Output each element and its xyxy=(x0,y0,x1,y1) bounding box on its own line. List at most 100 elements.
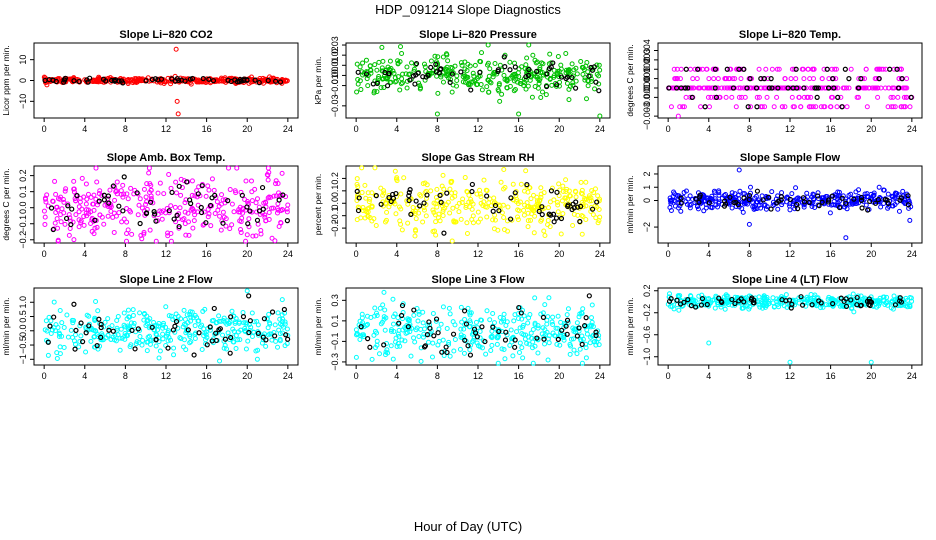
data-point xyxy=(589,302,595,308)
data-point xyxy=(416,334,422,340)
data-point xyxy=(137,333,143,339)
data-point xyxy=(762,104,768,110)
data-point xyxy=(554,199,560,205)
data-point xyxy=(124,238,130,244)
overlay-point xyxy=(191,352,197,358)
data-point xyxy=(378,185,384,191)
data-point xyxy=(828,104,834,110)
data-point xyxy=(470,213,476,219)
data-point xyxy=(875,85,881,91)
y-tick-label: 0 xyxy=(642,198,652,203)
data-point xyxy=(63,186,69,192)
data-point xyxy=(464,230,470,236)
overlay-point xyxy=(61,79,67,85)
overlay-point xyxy=(569,74,575,81)
data-point xyxy=(165,233,171,239)
data-point xyxy=(435,342,441,348)
overlay-point xyxy=(825,85,832,91)
data-point xyxy=(454,73,460,79)
data-point xyxy=(585,83,591,89)
x-tick-label: 16 xyxy=(202,371,212,381)
data-point xyxy=(57,344,63,350)
data-point xyxy=(354,61,360,67)
data-point xyxy=(418,85,424,91)
data-point xyxy=(403,71,409,77)
overlay-point xyxy=(373,193,379,199)
data-point xyxy=(381,188,387,194)
data-point xyxy=(440,213,446,219)
overlay-point xyxy=(106,200,112,206)
data-point xyxy=(564,80,570,86)
y-tick-label: 10 xyxy=(18,55,28,65)
data-point xyxy=(830,94,836,100)
data-point xyxy=(478,194,484,200)
overlay-point xyxy=(702,104,708,110)
data-point xyxy=(116,210,122,216)
outlier-point xyxy=(843,235,849,241)
y-tick-label: 1 xyxy=(642,185,652,190)
overlay-point xyxy=(424,192,430,198)
data-point xyxy=(168,230,174,236)
data-point xyxy=(239,210,245,216)
data-point xyxy=(53,210,59,216)
overlay-point xyxy=(578,203,584,210)
x-tick-label: 16 xyxy=(826,249,836,259)
data-point xyxy=(491,226,497,232)
x-tick-label: 8 xyxy=(435,124,440,134)
data-point xyxy=(409,60,415,66)
data-point xyxy=(450,319,456,325)
data-point xyxy=(404,78,410,84)
data-point xyxy=(78,333,84,339)
data-point xyxy=(168,238,174,244)
x-tick-label: 12 xyxy=(161,371,171,381)
overlay-point xyxy=(572,85,579,91)
data-point xyxy=(382,307,388,313)
data-point xyxy=(272,238,278,244)
overlay-point xyxy=(745,104,751,110)
overlay-point xyxy=(469,181,475,188)
overlay-point xyxy=(431,333,437,339)
data-points xyxy=(41,46,290,117)
data-point xyxy=(515,217,521,223)
data-point xyxy=(412,339,418,345)
overlay-point xyxy=(105,193,112,199)
overlay-point xyxy=(479,324,485,330)
overlay-point xyxy=(554,82,560,88)
y-tick-label: −0.2 xyxy=(330,219,340,237)
overlay-point xyxy=(469,188,475,195)
data-point xyxy=(113,189,119,195)
panel-title: Slope Li−820 Temp. xyxy=(739,29,841,41)
data-point xyxy=(555,209,561,215)
overlay-point xyxy=(417,203,423,209)
data-point xyxy=(273,338,279,344)
data-point xyxy=(220,197,226,203)
data-point xyxy=(57,196,63,202)
overlay-point xyxy=(548,64,554,70)
x-tick-label: 0 xyxy=(666,124,671,134)
data-point xyxy=(266,210,272,216)
data-point xyxy=(148,193,154,199)
y-tick-label: 1.0 xyxy=(18,296,28,309)
data-point xyxy=(793,185,799,191)
overlay-point xyxy=(437,192,443,198)
data-point xyxy=(160,331,166,337)
data-point xyxy=(79,175,85,181)
data-point xyxy=(83,201,89,207)
data-point xyxy=(558,319,564,325)
data-point xyxy=(166,172,172,178)
x-tick-label: 24 xyxy=(283,249,293,259)
data-point xyxy=(383,217,389,223)
overlay-point xyxy=(423,74,429,80)
data-point xyxy=(415,318,421,324)
data-point xyxy=(583,179,589,185)
overlay-point xyxy=(210,78,217,84)
data-point xyxy=(139,236,145,242)
data-point xyxy=(282,77,288,83)
x-tick-label: 8 xyxy=(747,371,752,381)
data-point xyxy=(266,311,272,317)
data-point xyxy=(357,64,363,70)
data-point xyxy=(774,94,780,100)
overlay-point xyxy=(502,64,508,70)
overlay-point xyxy=(713,94,720,100)
data-point xyxy=(579,187,585,193)
